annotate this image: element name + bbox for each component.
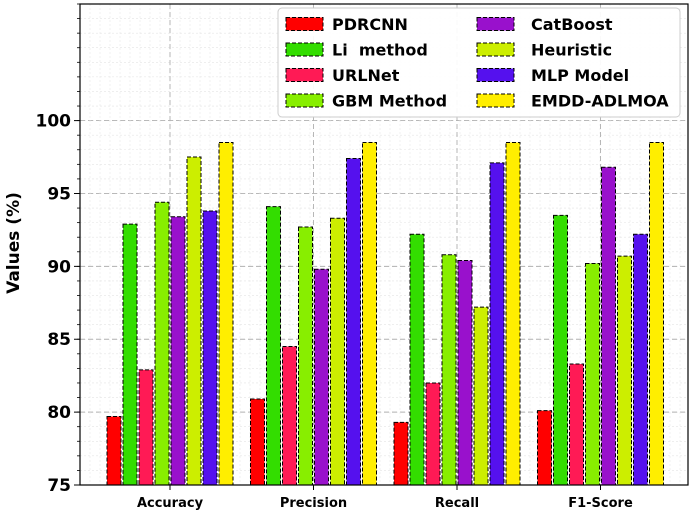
legend-label: MLP Model [531,66,629,85]
legend-swatch [476,93,515,108]
x-tick-label: Precision [280,496,347,511]
bar [569,363,584,486]
y-axis-label: Values (%) [4,192,24,294]
legend-swatch [285,17,324,31]
bar [553,214,568,486]
legend-swatch [285,93,324,108]
bar [441,254,457,486]
bar [505,141,521,486]
bar [409,233,425,486]
bar [617,255,632,486]
legend-label: GBM Method [332,92,447,111]
bar [202,210,218,486]
legend-swatch [285,68,324,82]
y-tick-label: 100 [36,112,72,132]
y-tick-label: 75 [47,476,71,496]
bar [489,162,505,486]
bar [138,369,154,486]
legend-swatch [476,42,515,57]
bar [633,233,648,486]
legend-label: CatBoost [531,15,613,34]
legend-box [277,7,681,118]
y-tick-label: 90 [47,257,71,277]
x-tick-label: Recall [435,496,479,511]
bar [393,421,409,486]
bar [218,141,234,486]
bar [266,206,281,486]
bar [250,398,265,486]
bar [106,415,122,486]
legend-swatch [285,42,324,57]
legend-label: Heuristic [531,41,612,60]
bar [170,216,186,486]
legend-swatch [476,68,515,82]
legend-swatch [476,17,515,31]
bar [537,410,552,486]
y-tick-label: 95 [47,184,71,204]
legend-label: EMDD-ADLMOA [531,92,669,111]
bar [601,166,616,486]
x-tick-label: Accuracy [137,496,204,511]
axes: 75 80 85 90 95 100 Accuracy Precision Recall F1-S… [36,3,633,511]
bar [122,223,138,486]
bar [154,201,170,486]
y-tick-label: 80 [47,403,71,423]
plot-frame [79,3,689,486]
bar [346,158,361,486]
y-tick-label: 85 [47,330,71,350]
legend-label: Li method [332,41,428,60]
bar [473,306,489,486]
bar [585,262,600,486]
bar [330,217,345,486]
legend: PDRCNN Li method URLNet GBM Method CatBoost H… [277,7,681,118]
bar [298,226,313,486]
legend-label: PDRCNN [332,15,408,34]
bar [425,382,441,486]
bar [186,156,202,486]
bar [314,268,329,486]
bar [457,260,473,486]
bar [362,141,377,486]
bar [649,141,664,486]
x-tick-label: F1-Score [568,496,633,511]
legend-label: URLNet [332,66,400,85]
bar [282,346,297,486]
